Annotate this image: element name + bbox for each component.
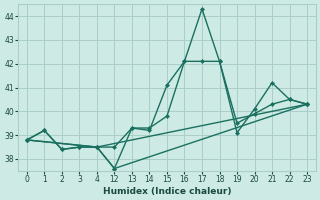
X-axis label: Humidex (Indice chaleur): Humidex (Indice chaleur) xyxy=(103,187,231,196)
